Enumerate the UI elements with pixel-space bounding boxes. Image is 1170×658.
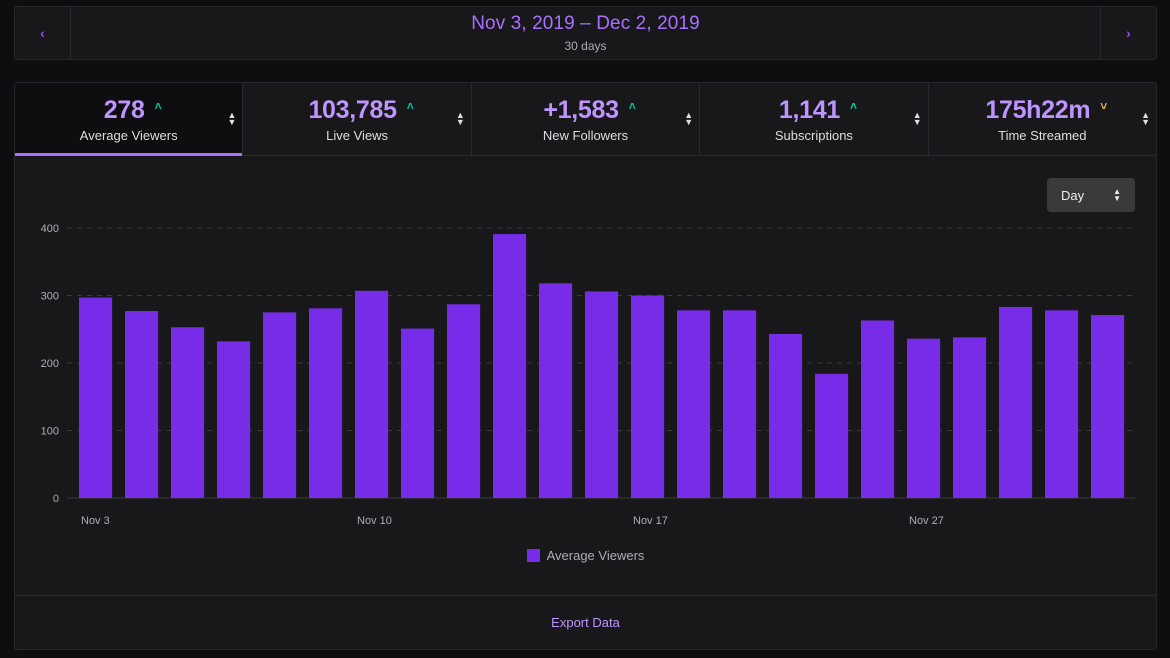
- sort-icon[interactable]: ▲ ▼: [684, 110, 694, 127]
- y-tick-label: 0: [53, 493, 59, 505]
- metric-label: Subscriptions: [774, 127, 853, 143]
- x-tick-label: Nov 10: [357, 515, 392, 527]
- bar: [1091, 315, 1125, 498]
- metric-value: 1,141: [778, 95, 840, 124]
- x-tick-label: Nov 3: [81, 515, 110, 527]
- metric-label: Live Views: [326, 127, 389, 143]
- previous-period-button[interactable]: ‹: [15, 7, 71, 59]
- sort-icon[interactable]: ▲ ▼: [455, 110, 465, 127]
- metric-value: +1,583: [543, 95, 619, 124]
- sort-icon[interactable]: ▲ ▼: [227, 110, 237, 127]
- trend-up-icon: ˄: [154, 99, 162, 113]
- panel-footer: Export Data: [15, 595, 1156, 649]
- y-tick-label: 400: [41, 223, 59, 235]
- interval-select[interactable]: Day ▲ ▼: [1047, 178, 1135, 212]
- tab-subscriptions[interactable]: 1,141 ˄ Subscriptions ▲ ▼: [700, 83, 929, 155]
- chevron-right-icon: ›: [1126, 25, 1131, 41]
- bar: [723, 310, 757, 498]
- date-range-display: Nov 3, 2019 – Dec 2, 2019 30 days: [71, 7, 1100, 59]
- legend-swatch: [526, 549, 540, 562]
- stats-panel: 278 ˄ Average Viewers ▲ ▼ 103,785 ˄ Live …: [14, 82, 1157, 650]
- date-range-bar: ‹ Nov 3, 2019 – Dec 2, 2019 30 days ›: [14, 6, 1157, 60]
- metric-tabs: 278 ˄ Average Viewers ▲ ▼ 103,785 ˄ Live …: [15, 83, 1156, 156]
- bar: [907, 338, 941, 498]
- bar: [861, 320, 895, 498]
- bar: [539, 283, 573, 498]
- y-tick-label: 300: [41, 291, 59, 303]
- export-data-link[interactable]: Export Data: [551, 615, 620, 630]
- metric-label: Average Viewers: [79, 127, 178, 143]
- y-tick-label: 100: [41, 426, 59, 438]
- bar: [263, 312, 297, 498]
- chart-legend: Average Viewers: [15, 548, 1156, 563]
- bar: [447, 304, 481, 498]
- trend-up-icon: ˄: [406, 99, 414, 113]
- interval-value: Day: [1061, 187, 1085, 203]
- sort-icon[interactable]: ▲ ▼: [1141, 110, 1151, 127]
- bar: [79, 297, 113, 498]
- metric-value: 103,785: [308, 95, 397, 124]
- metric-label: Time Streamed: [998, 127, 1087, 143]
- metric-label: New Followers: [542, 127, 629, 143]
- tab-new-followers[interactable]: +1,583 ˄ New Followers ▲ ▼: [472, 83, 701, 155]
- bar: [401, 328, 435, 498]
- bar: [953, 337, 987, 498]
- bar: [125, 311, 159, 498]
- bar: [355, 290, 389, 498]
- x-tick-label: Nov 17: [633, 515, 668, 527]
- bar: [1045, 310, 1079, 498]
- trend-up-icon: ˄: [628, 99, 636, 113]
- chevron-left-icon: ‹: [40, 25, 45, 41]
- tab-time-streamed[interactable]: 175h22m ˅ Time Streamed ▲ ▼: [929, 83, 1156, 155]
- bar: [677, 310, 711, 498]
- average-viewers-chart: 0 100 200 300 400 Nov 3 Nov 10 Nov 17 Nov 27: [41, 223, 1135, 527]
- x-tick-label: Nov 27: [909, 515, 944, 527]
- trend-down-icon: ˅: [1100, 99, 1108, 113]
- legend-label: Average Viewers: [546, 548, 645, 563]
- bar: [171, 327, 205, 498]
- bar: [585, 291, 619, 498]
- metric-value: 278: [103, 95, 145, 124]
- date-range-text: Nov 3, 2019 – Dec 2, 2019: [471, 13, 700, 34]
- metric-value: 175h22m: [985, 95, 1091, 124]
- trend-up-icon: ˄: [849, 99, 857, 113]
- y-tick-label: 200: [41, 358, 59, 370]
- bar: [217, 341, 251, 498]
- bar: [769, 333, 803, 498]
- tab-average-viewers[interactable]: 278 ˄ Average Viewers ▲ ▼: [15, 83, 244, 156]
- bar: [815, 373, 849, 498]
- bar: [493, 234, 527, 498]
- bar: [309, 308, 343, 498]
- sort-icon[interactable]: ▲ ▼: [912, 110, 922, 127]
- select-arrows-icon: ▲ ▼: [1113, 187, 1121, 203]
- tab-live-views[interactable]: 103,785 ˄ Live Views ▲ ▼: [243, 83, 472, 155]
- next-period-button[interactable]: ›: [1100, 7, 1156, 59]
- date-range-days: 30 days: [564, 39, 607, 53]
- bar: [999, 306, 1033, 498]
- bar: [631, 295, 665, 498]
